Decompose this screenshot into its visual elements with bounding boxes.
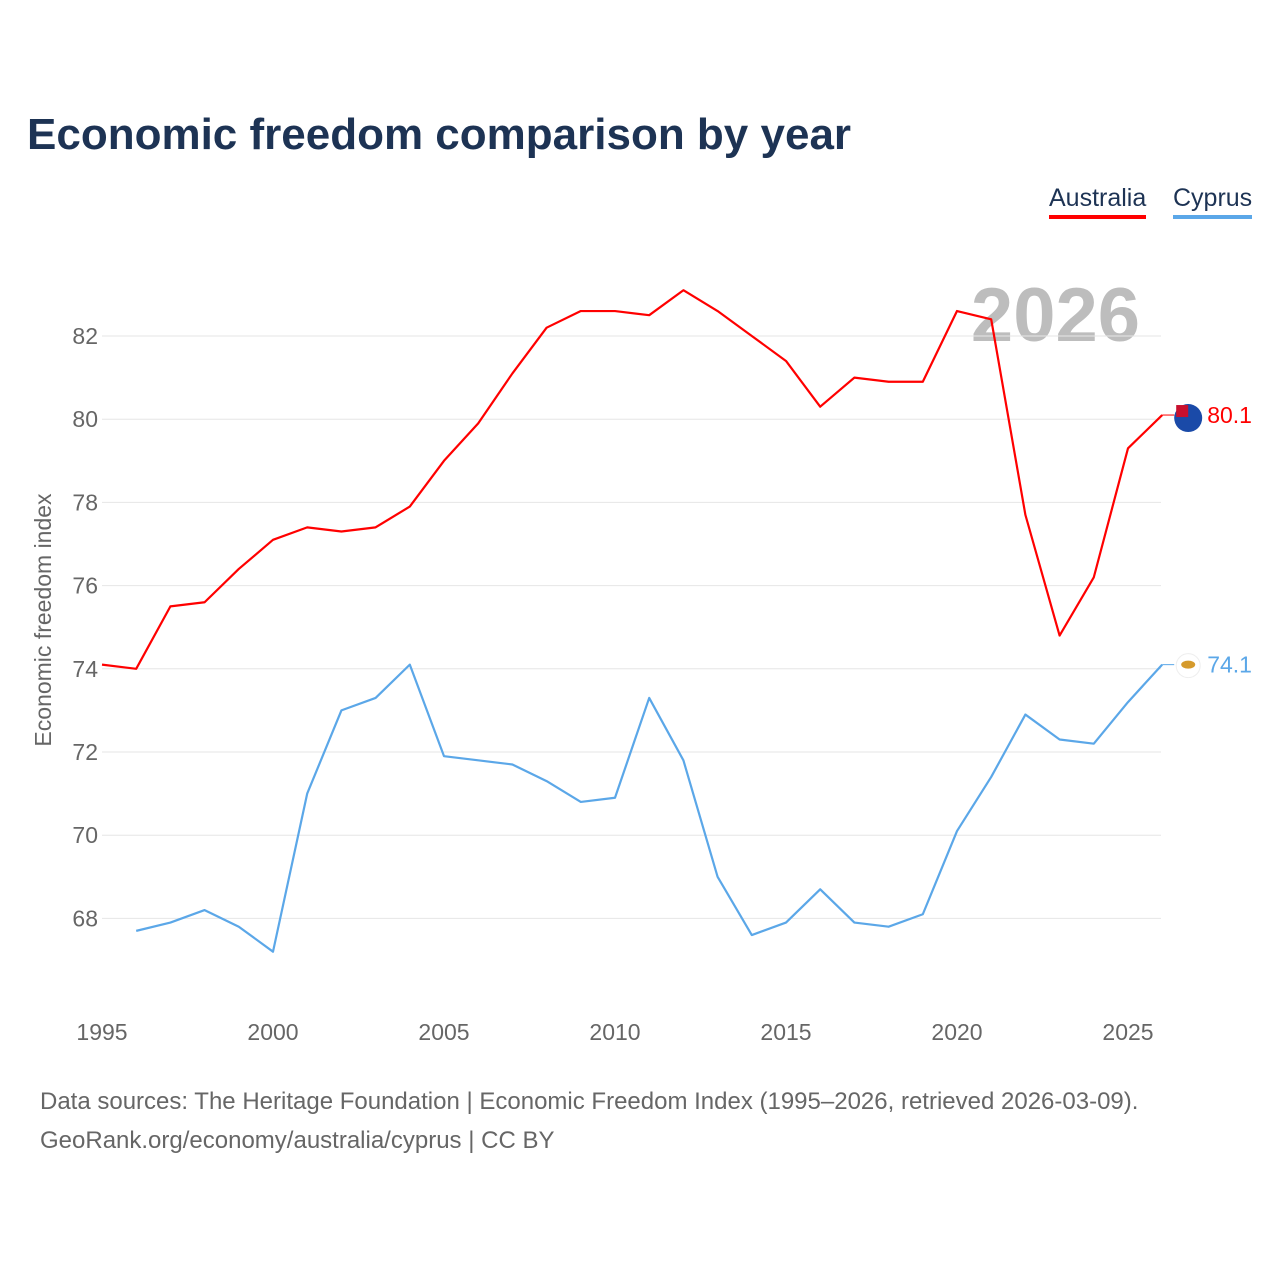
x-tick-label: 2015: [760, 1019, 811, 1045]
y-tick-label: 76: [72, 573, 98, 599]
flag-union-jack: [1176, 405, 1189, 418]
x-tick-label: 2010: [589, 1019, 640, 1045]
series-line-australia: [101, 289, 1163, 670]
end-label-cyprus: 74.1: [1207, 652, 1252, 678]
x-tick-label: 1995: [76, 1019, 127, 1045]
x-tick-label: 2025: [1102, 1019, 1153, 1045]
legend-cyprus[interactable]: Cyprus: [1173, 184, 1253, 219]
y-tick-label: 72: [72, 739, 98, 765]
x-tick-label: 2005: [418, 1019, 469, 1045]
y-axis-label: Economic freedom index: [30, 493, 56, 747]
series-line-cyprus: [135, 663, 1164, 953]
y-tick-label: 74: [72, 656, 98, 682]
y-tick-label: 82: [72, 323, 98, 349]
year-watermark: 2026: [971, 273, 1140, 358]
y-tick-label: 78: [72, 489, 98, 515]
y-tick-label: 80: [72, 406, 98, 432]
end-label-australia: 80.1: [1207, 402, 1252, 428]
chart-title: Economic freedom comparison by year: [27, 110, 852, 159]
y-tick-label: 68: [72, 905, 98, 931]
x-tick-label: 2000: [247, 1019, 298, 1045]
x-tick-label: 2020: [931, 1019, 982, 1045]
legend-australia[interactable]: Australia: [1049, 184, 1147, 219]
y-tick-label: 70: [72, 822, 98, 848]
footer-link[interactable]: GeoRank.org/economy/australia/cyprus | C…: [40, 1127, 555, 1154]
footer-sources: Data sources: The Heritage Foundation | …: [40, 1088, 1139, 1115]
flag-island: [1181, 660, 1196, 669]
